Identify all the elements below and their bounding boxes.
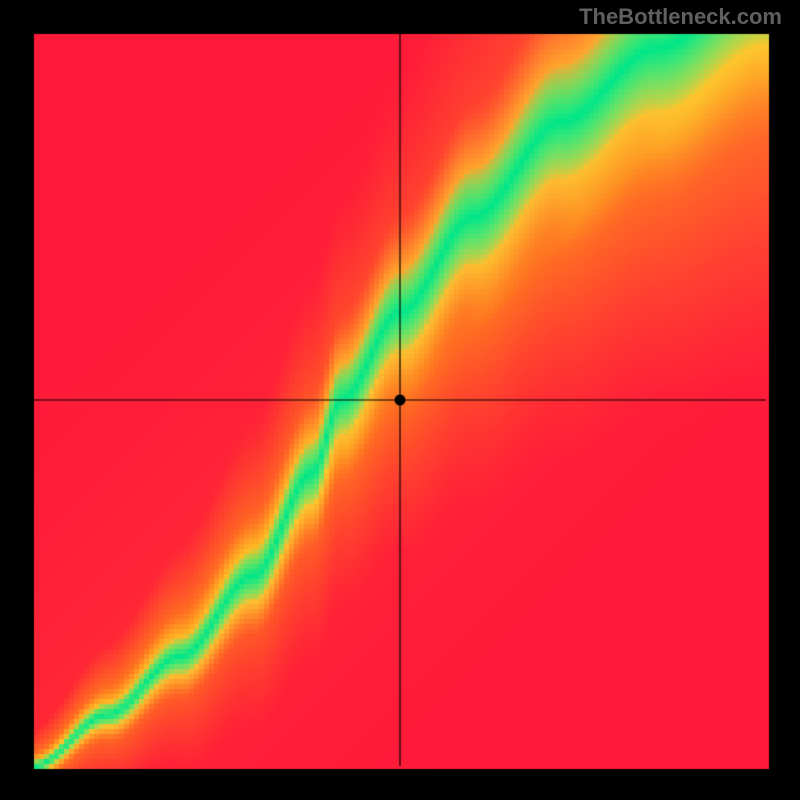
chart-container: TheBottleneck.com [0, 0, 800, 800]
bottleneck-heatmap-canvas [0, 0, 800, 800]
watermark-label: TheBottleneck.com [579, 4, 782, 30]
